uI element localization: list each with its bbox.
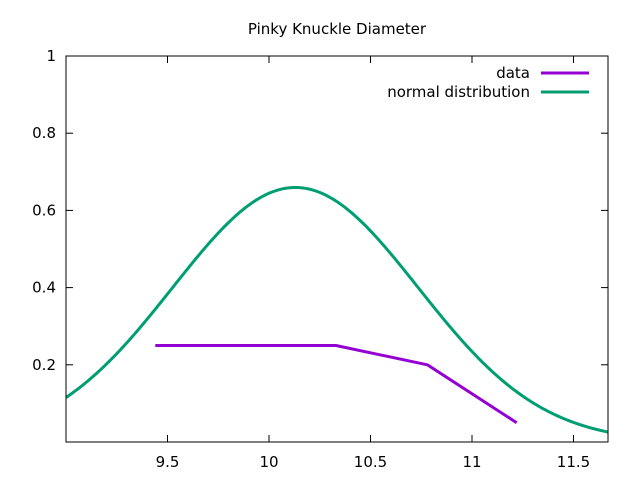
plot-frame (65, 55, 609, 443)
plot-layer (66, 185, 608, 434)
legend-label: normal distribution (387, 83, 530, 101)
x-tick-label: 10 (259, 453, 278, 471)
y-tick-label: 0.6 (32, 201, 56, 219)
x-tick-label: 11 (462, 453, 481, 471)
x-tick-label: 11.5 (557, 453, 590, 471)
chart-title: Pinky Knuckle Diameter (248, 20, 427, 38)
legend-label: data (496, 64, 530, 82)
series-group (66, 185, 608, 434)
y-tick-label: 0.8 (32, 124, 56, 142)
x-tick-label: 9.5 (156, 453, 180, 471)
series-line-normal-distribution (66, 185, 608, 434)
x-tick-label: 10.5 (354, 453, 387, 471)
y-tick-label: 0.4 (32, 279, 56, 297)
y-tick-label: 0.2 (32, 356, 56, 374)
series-line-data (155, 344, 518, 424)
y-tick-label: 1 (46, 47, 56, 65)
axis-layer: 9.5 10 10.5 11 11.5 0.2 0.4 0.6 0.8 1 (32, 47, 609, 471)
